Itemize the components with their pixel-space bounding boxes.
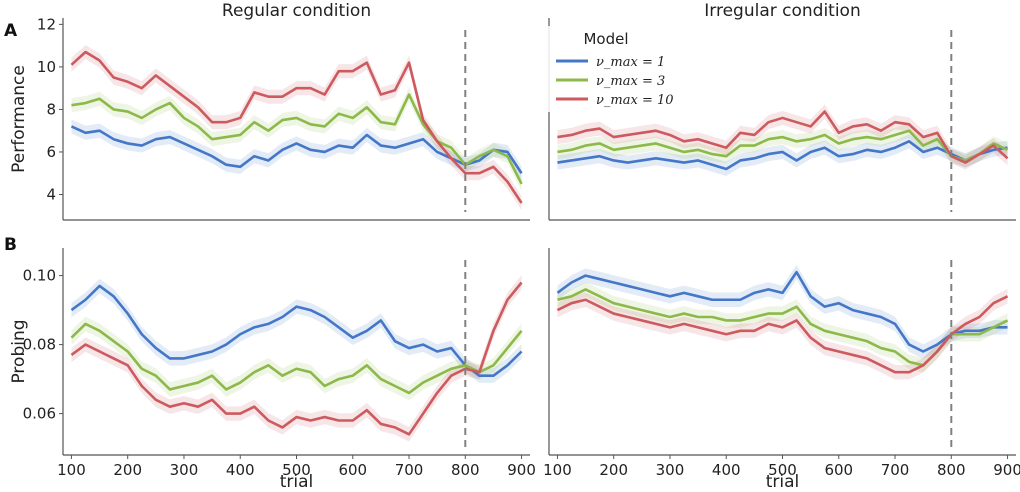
- chart-performance-irregular: Irregular condition: [548, 1, 1016, 221]
- x-tick-label: 900: [507, 461, 536, 479]
- y-tick-label: 0.10: [23, 267, 56, 285]
- series-line-red-a-regular: [70, 50, 523, 204]
- y-axis-label-a-regular: Performance: [9, 65, 29, 173]
- series-line-red-a-irregular: [557, 110, 1009, 164]
- x-tick-label: 300: [170, 461, 199, 479]
- series-line-red-b-regular: [70, 281, 523, 436]
- x-tick-label: 700: [881, 461, 910, 479]
- series-band-red-b-regular: [71, 275, 522, 442]
- series-band-red-b-irregular: [557, 289, 1008, 380]
- x-tick-label: 100: [543, 461, 572, 479]
- y-tick-label: 10: [37, 58, 56, 76]
- series-line-green-b-regular: [70, 322, 523, 395]
- series-band-red-a-irregular: [557, 104, 1008, 170]
- x-tick-label: 800: [451, 461, 480, 479]
- legend-label-numax-10: ν_max = 10: [596, 93, 674, 108]
- panel-letter-a: A: [4, 21, 18, 41]
- legend-label-numax-1: ν_max = 1: [596, 55, 665, 70]
- series-line-green-a-regular: [71, 93, 523, 185]
- series-band-blue-a-regular: [71, 119, 522, 181]
- legend-title: Model: [583, 30, 628, 48]
- legend: Model ν_max = 1 ν_max = 3 ν_max = 10: [548, 26, 674, 112]
- series-band-blue-b-irregular: [557, 264, 1008, 359]
- x-tick-label: 600: [824, 461, 853, 479]
- series-band-blue-a-irregular: [557, 134, 1008, 177]
- panel-letter-b: B: [4, 235, 17, 255]
- x-tick-label: 700: [395, 461, 424, 479]
- series-band-green-a-regular: [71, 87, 522, 191]
- panel-title-a-regular: Regular condition: [222, 1, 371, 21]
- x-axis-label-b-irregular: trial: [766, 472, 800, 492]
- y-tick-label: 0.06: [23, 405, 56, 423]
- x-tick-label: 100: [57, 461, 86, 479]
- x-tick-label: 200: [599, 461, 628, 479]
- x-tick-label: 900: [993, 461, 1020, 479]
- x-tick-label: 300: [656, 461, 685, 479]
- chart-probing-regular: 0.06 0.08 0.10 100 200 300 400 500 600 700 800 900 P…: [9, 248, 536, 492]
- series-band-blue-b-regular: [71, 278, 522, 383]
- series-line-blue-a-regular: [70, 125, 523, 174]
- x-tick-label: 400: [226, 461, 255, 479]
- legend-label-numax-3: ν_max = 3: [596, 74, 665, 89]
- y-tick-label: 0.08: [23, 336, 56, 354]
- series-line-red-b-irregular: [556, 295, 1009, 374]
- series-band-red-a-regular: [71, 44, 522, 211]
- series-line-blue-b-regular: [70, 284, 523, 377]
- chart-probing-irregular: 100 200 300 400 500 600 700 800 900 trial: [543, 248, 1020, 492]
- y-axis-label-b-regular: Probing: [9, 319, 29, 383]
- y-tick-label: 4: [46, 185, 56, 203]
- panel-title-a-irregular: Irregular condition: [704, 1, 860, 21]
- series-line-green-a-irregular: [557, 129, 1009, 162]
- chart-performance-regular: Regular condition 4 6 8 10 12 Performance: [9, 1, 530, 221]
- series-band-green-b-regular: [71, 316, 522, 401]
- series-line-blue-a-irregular: [557, 140, 1008, 171]
- x-axis-label-b-regular: trial: [280, 472, 314, 492]
- x-tick-label: 600: [338, 461, 367, 479]
- series-line-blue-b-irregular: [556, 270, 1008, 353]
- x-tick-label: 200: [113, 461, 142, 479]
- y-tick-label: 6: [46, 143, 56, 161]
- x-tick-label: 800: [937, 461, 966, 479]
- x-tick-label: 500: [282, 461, 311, 479]
- series-band-green-b-irregular: [557, 282, 1008, 373]
- x-tick-label: 500: [768, 461, 797, 479]
- y-tick-label: 12: [37, 15, 56, 33]
- x-tick-label: 400: [712, 461, 741, 479]
- y-tick-label: 8: [46, 100, 56, 118]
